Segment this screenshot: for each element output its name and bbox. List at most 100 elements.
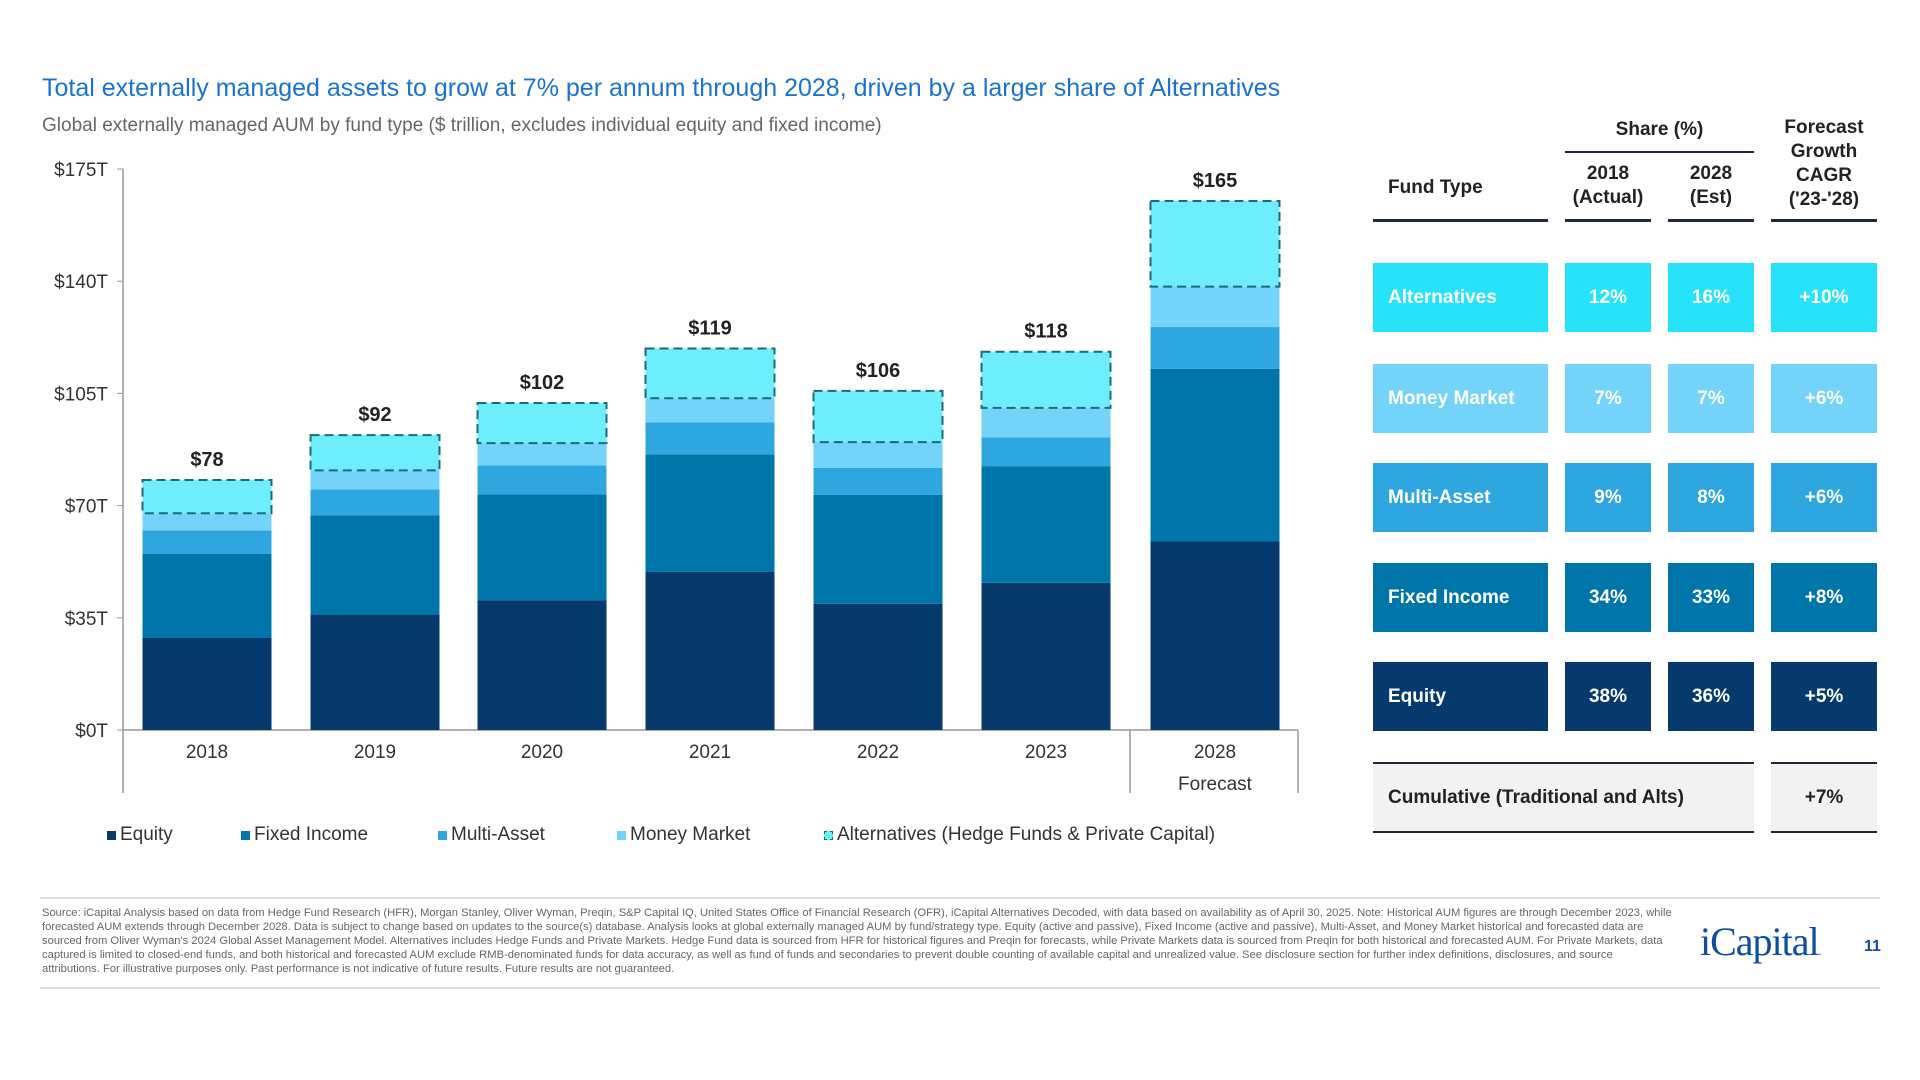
table-cell-s2028: 33%	[1668, 563, 1754, 632]
legend-label: Equity	[120, 824, 173, 845]
cumulative-rule	[1373, 762, 1754, 764]
x-tick-label: 2020	[521, 742, 563, 763]
header-rule	[1565, 219, 1651, 222]
bar-total-label: $102	[520, 372, 565, 394]
table-cell-s2018: 12%	[1565, 263, 1651, 332]
bar-segment-alternatives	[980, 350, 1112, 409]
y-tick-label: $70T	[65, 497, 109, 518]
table-cell-s2018: 38%	[1565, 662, 1651, 731]
header-cagr-l2: Growth	[1790, 141, 1858, 162]
bar-segment-multi-asset	[813, 467, 943, 495]
chart-subtitle: Global externally managed AUM by fund ty…	[42, 115, 882, 136]
cumulative-cagr: +7%	[1771, 764, 1877, 832]
header-2018-note: (Actual)	[1572, 187, 1644, 208]
table-cell-cagr: +8%	[1771, 563, 1877, 632]
legend-swatch	[107, 830, 116, 840]
bar-segment-multi-asset	[1150, 327, 1280, 369]
header-cagr-l4: ('23-'28)	[1788, 189, 1860, 210]
legend-swatch	[617, 830, 626, 840]
x-tick-label: 2028	[1194, 742, 1236, 763]
legend-item: Equity	[107, 824, 173, 846]
bar-total-label: $78	[190, 449, 223, 471]
bar-segment-equity	[813, 603, 943, 730]
bar-segment-alternatives	[644, 347, 776, 400]
page-title: Total externally managed assets to grow …	[42, 74, 1281, 102]
bar-segment-equity	[1150, 541, 1280, 730]
header-2018: 2018 (Actual)	[1565, 162, 1651, 210]
bar-segment-money	[310, 470, 440, 490]
page-number: 11	[1864, 938, 1881, 955]
bar-segment-money	[981, 407, 1111, 438]
header-cagr-l3: CAGR	[1796, 165, 1852, 186]
legend-swatch	[241, 830, 250, 840]
bar-segment-multi-asset	[310, 489, 440, 516]
y-tick-label: $0T	[75, 721, 108, 742]
header-2018-year: 2018	[1586, 163, 1630, 184]
share-header-rule	[1565, 151, 1754, 153]
legend-item: Multi-Asset	[438, 824, 545, 846]
bar-segment-fixed	[645, 454, 775, 572]
header-cagr: Forecast Growth CAGR ('23-'28)	[1771, 116, 1877, 212]
bar-segment-money	[477, 443, 607, 466]
bar-segment-alternatives	[476, 402, 608, 445]
bar-segment-fixed	[981, 466, 1111, 583]
header-rule	[1771, 219, 1877, 222]
icapital-logo: iCapital.	[1700, 919, 1822, 964]
table-cell-s2028: 7%	[1668, 364, 1754, 433]
bar-segment-fixed	[1150, 368, 1280, 542]
legend-label: Fixed Income	[254, 824, 369, 845]
bar-segment-money	[813, 442, 943, 468]
y-tick-label: $175T	[54, 160, 108, 181]
bar-segment-equity	[645, 571, 775, 730]
bar-segment-equity	[981, 582, 1111, 730]
legend-swatch	[824, 830, 833, 840]
legend-label: Multi-Asset	[451, 824, 545, 845]
legend-item: Alternatives (Hedge Funds & Private Capi…	[824, 824, 1215, 846]
table-cell-s2018: 7%	[1565, 364, 1651, 433]
legend-label: Money Market	[630, 824, 751, 845]
x-tick-label: 2019	[354, 742, 396, 763]
cumulative-rule	[1771, 831, 1877, 833]
bar-segment-multi-asset	[981, 437, 1111, 467]
table-cell-name: Equity	[1373, 662, 1548, 731]
table-cell-s2028: 36%	[1668, 662, 1754, 731]
fund-type-header: Fund Type	[1388, 177, 1483, 198]
bar-segment-multi-asset	[645, 422, 775, 455]
bar-segment-multi-asset	[477, 465, 607, 495]
x-tick-label: 2022	[857, 742, 899, 763]
table-cell-s2028: 16%	[1668, 263, 1754, 332]
header-2028: 2028 (Est)	[1668, 162, 1754, 210]
table-cell-s2028: 8%	[1668, 463, 1754, 532]
bar-total-label: $119	[688, 318, 731, 340]
header-2028-note: (Est)	[1689, 187, 1733, 208]
bar-segment-alternatives	[1149, 200, 1281, 288]
bar-segment-fixed	[813, 494, 943, 604]
bar-segment-money	[1150, 286, 1280, 328]
bar-segment-equity	[310, 614, 440, 730]
bar-segment-alternatives	[812, 389, 944, 444]
bar-total-label: $165	[1193, 170, 1238, 192]
footer-divider	[40, 987, 1880, 989]
header-cagr-l1: Forecast	[1784, 117, 1864, 138]
bar-segment-money	[645, 398, 775, 423]
table-cell-cagr: +6%	[1771, 364, 1877, 433]
cumulative-rule	[1771, 762, 1877, 764]
y-tick-label: $35T	[65, 609, 109, 630]
legend-item: Money Market	[617, 824, 750, 846]
bar-segment-equity	[477, 600, 607, 730]
forecast-label: Forecast	[1178, 774, 1253, 795]
table-cell-cagr: +5%	[1771, 662, 1877, 731]
bar-segment-fixed	[142, 553, 272, 638]
bar-segment-equity	[142, 637, 272, 730]
bar-segment-fixed	[477, 494, 607, 601]
header-rule	[1668, 219, 1754, 222]
cumulative-label: Cumulative (Traditional and Alts)	[1373, 764, 1754, 832]
legend-label: Alternatives (Hedge Funds & Private Capi…	[837, 824, 1216, 845]
share-header: Share (%)	[1615, 119, 1704, 140]
table-cell-name: Multi-Asset	[1373, 463, 1548, 532]
bar-segment-alternatives	[309, 434, 441, 472]
table-cell-cagr: +6%	[1771, 463, 1877, 532]
header-2028-year: 2028	[1689, 163, 1733, 184]
cumulative-rule	[1373, 831, 1754, 833]
table-cell-s2018: 34%	[1565, 563, 1651, 632]
